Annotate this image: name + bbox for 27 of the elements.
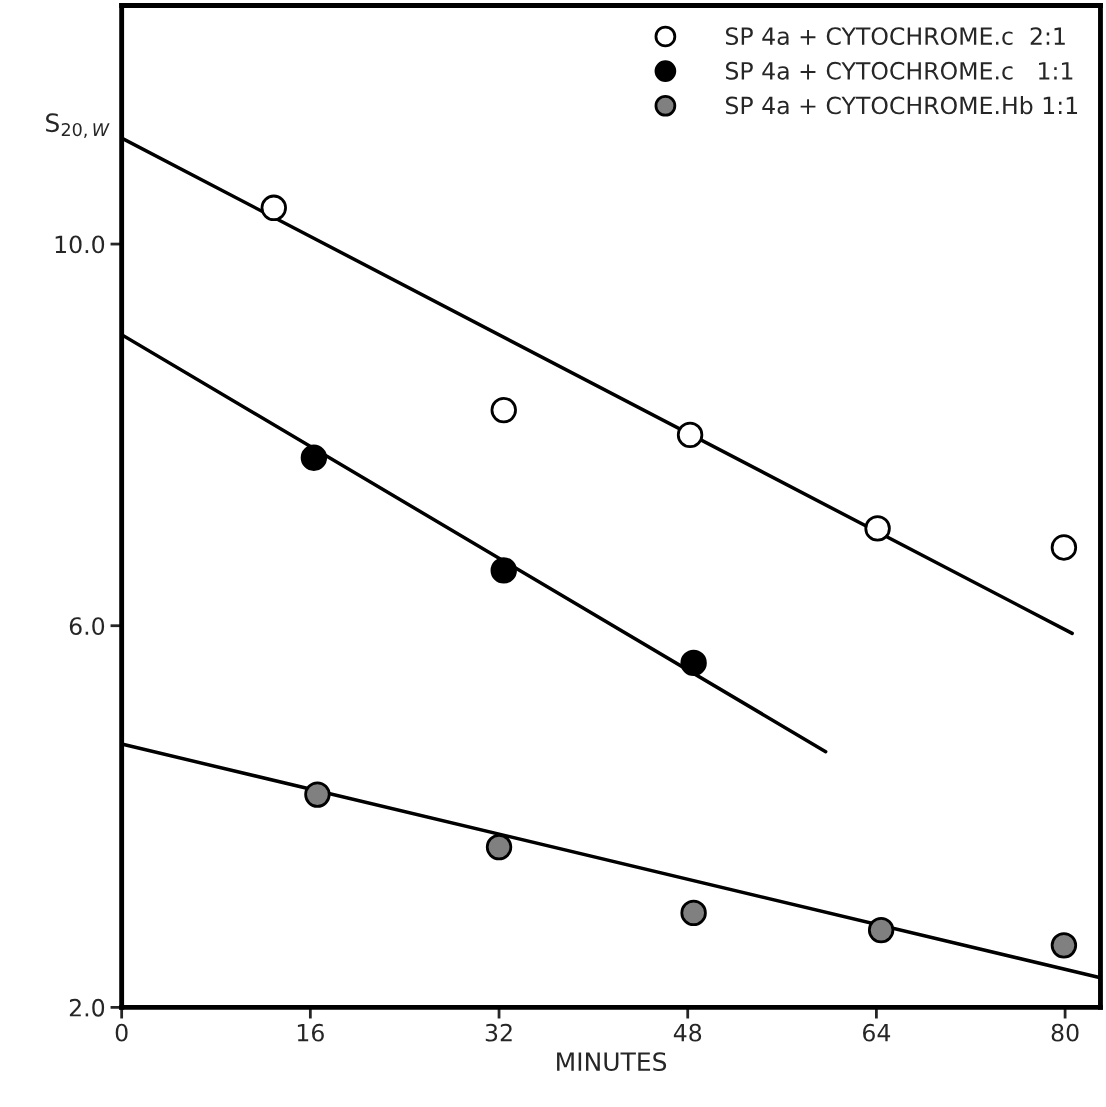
point: [1050, 932, 1078, 959]
point: [490, 557, 517, 584]
point: [490, 396, 517, 424]
legend-label: SP 4a + CYTOCHROME.c 1:1: [725, 61, 1073, 80]
x-tick-label: 0: [115, 1023, 128, 1042]
point: [260, 194, 287, 222]
y-axis-title: S$_{20,W}$: [46, 113, 110, 138]
x-tick-label: 48: [673, 1023, 702, 1042]
y-tick-label: 10.0: [55, 235, 105, 254]
x-tick-label: 16: [297, 1023, 324, 1042]
y-tick-label: 2.0: [69, 998, 105, 1017]
point: [867, 916, 895, 944]
x-axis-title: MINUTES: [557, 1052, 667, 1072]
point: [680, 649, 707, 677]
legend-label: SP 4a + CYTOCHROME.c 2:1: [725, 27, 1065, 46]
point: [1050, 534, 1078, 561]
x-tick-label: 80: [1051, 1023, 1079, 1042]
point: [680, 899, 707, 927]
point: [676, 421, 704, 449]
x-tick-label: 32: [485, 1023, 512, 1042]
point: [300, 444, 328, 471]
point: [485, 833, 513, 861]
legend-label: SP 4a + CYTOCHROME.Hb 1:1: [725, 96, 1078, 115]
point: [864, 515, 891, 542]
x-tick-label: 64: [863, 1023, 891, 1042]
y-tick-label: 6.0: [69, 617, 105, 636]
point: [304, 781, 331, 808]
